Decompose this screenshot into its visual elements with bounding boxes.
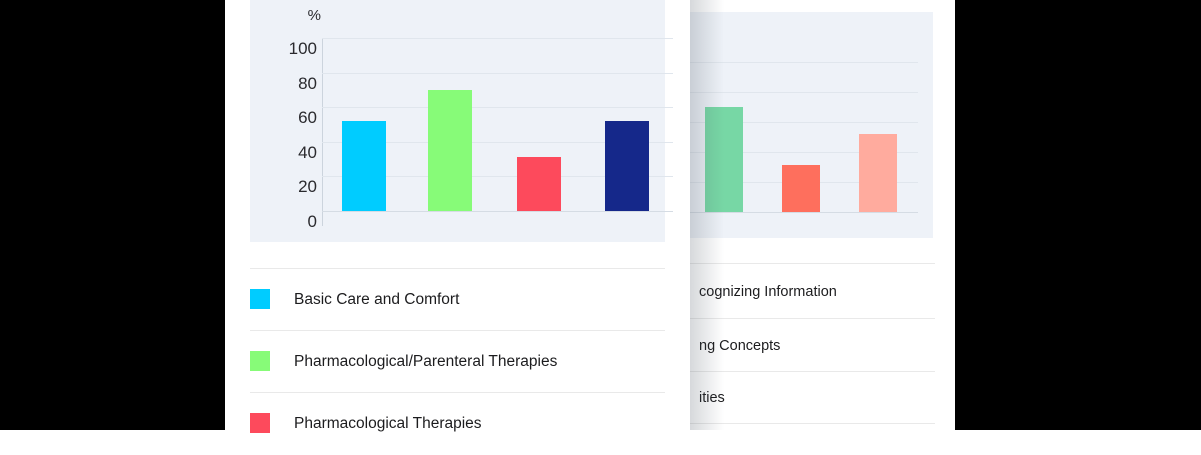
y-tick-label-20: 20 [298,177,317,196]
category-list-item[interactable]: cognizing Information [690,263,935,319]
gridline-60 [322,107,673,108]
y-tick-label-0: 0 [307,212,317,231]
list-divider [690,423,935,424]
y-tick-label-60: 60 [298,108,317,127]
gridline-80 [690,92,918,93]
legend-item-label: Pharmacological/Parenteral Therapies [294,353,558,370]
category-list-item[interactable]: ities [690,371,935,424]
legend-swatch-icon [250,289,270,309]
bar-series-1 [705,107,743,212]
legend-item[interactable]: Basic Care and Comfort [250,268,665,331]
y-tick-label-40: 40 [298,143,317,162]
gridline-0 [690,212,918,213]
gridline-0 [322,211,673,212]
legend-item[interactable]: Pharmacological Therapies [250,392,665,455]
bar-series-3 [859,134,897,212]
y-tick-label-100: 100 [288,39,317,58]
category-list-item[interactable]: ng Concepts [690,318,935,372]
category-list-item-label: ities [699,390,725,406]
left-chart-panel: % 0 20 40 60 80 100 [250,0,673,242]
right-chart-panel [690,12,933,238]
legend-item-label: Basic Care and Comfort [294,291,460,308]
legend-item-label: Pharmacological Therapies [294,415,482,432]
legend-swatch-icon [250,351,270,371]
gridline-100 [322,38,673,39]
y-tick-label-80: 80 [298,74,317,93]
gridline-100 [690,62,918,63]
legend-swatch-icon [250,413,270,433]
bar-series-2 [782,165,820,212]
bar-series-4 [605,121,649,211]
bar-basic-care-and-comfort [342,121,386,211]
gridline-40 [322,142,673,143]
bar-pharmacological-parenteral-therapies [428,90,472,211]
category-list-item-label: cognizing Information [699,283,837,300]
category-list-item-label: ng Concepts [699,337,781,354]
backdrop-left [0,0,225,430]
results-card-right: cognizing Information ng Concepts ities [690,0,935,430]
legend-item[interactable]: Pharmacological/Parenteral Therapies [250,330,665,393]
gridline-40 [690,152,918,153]
gridline-20 [322,176,673,177]
bar-pharmacological-therapies [517,157,561,211]
gridline-80 [322,73,673,74]
results-card-left: % 0 20 40 60 80 100 Basic Care and Comfort Pha… [225,0,690,433]
y-axis-unit-label: % [307,7,321,24]
gridline-60 [690,122,918,123]
backdrop-right [955,0,1201,430]
y-axis-line [322,38,323,226]
